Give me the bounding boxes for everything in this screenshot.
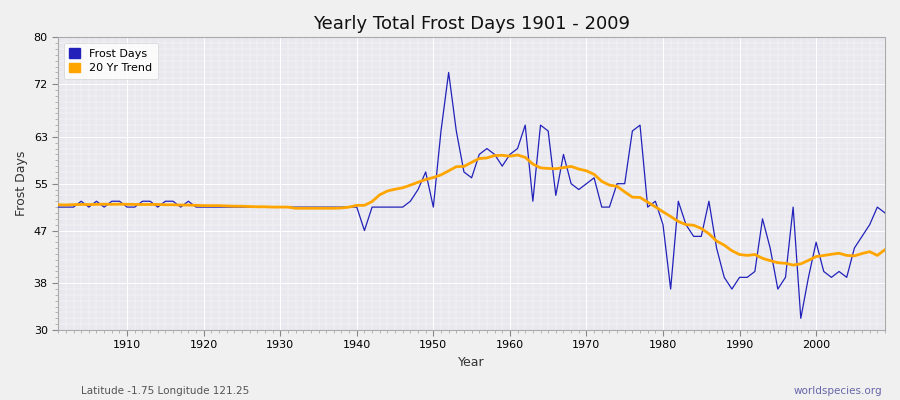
Legend: Frost Days, 20 Yr Trend: Frost Days, 20 Yr Trend xyxy=(64,43,158,79)
Text: Latitude -1.75 Longitude 121.25: Latitude -1.75 Longitude 121.25 xyxy=(81,386,249,396)
X-axis label: Year: Year xyxy=(458,356,485,369)
Title: Yearly Total Frost Days 1901 - 2009: Yearly Total Frost Days 1901 - 2009 xyxy=(313,15,630,33)
Text: worldspecies.org: worldspecies.org xyxy=(794,386,882,396)
Y-axis label: Frost Days: Frost Days xyxy=(15,151,28,216)
